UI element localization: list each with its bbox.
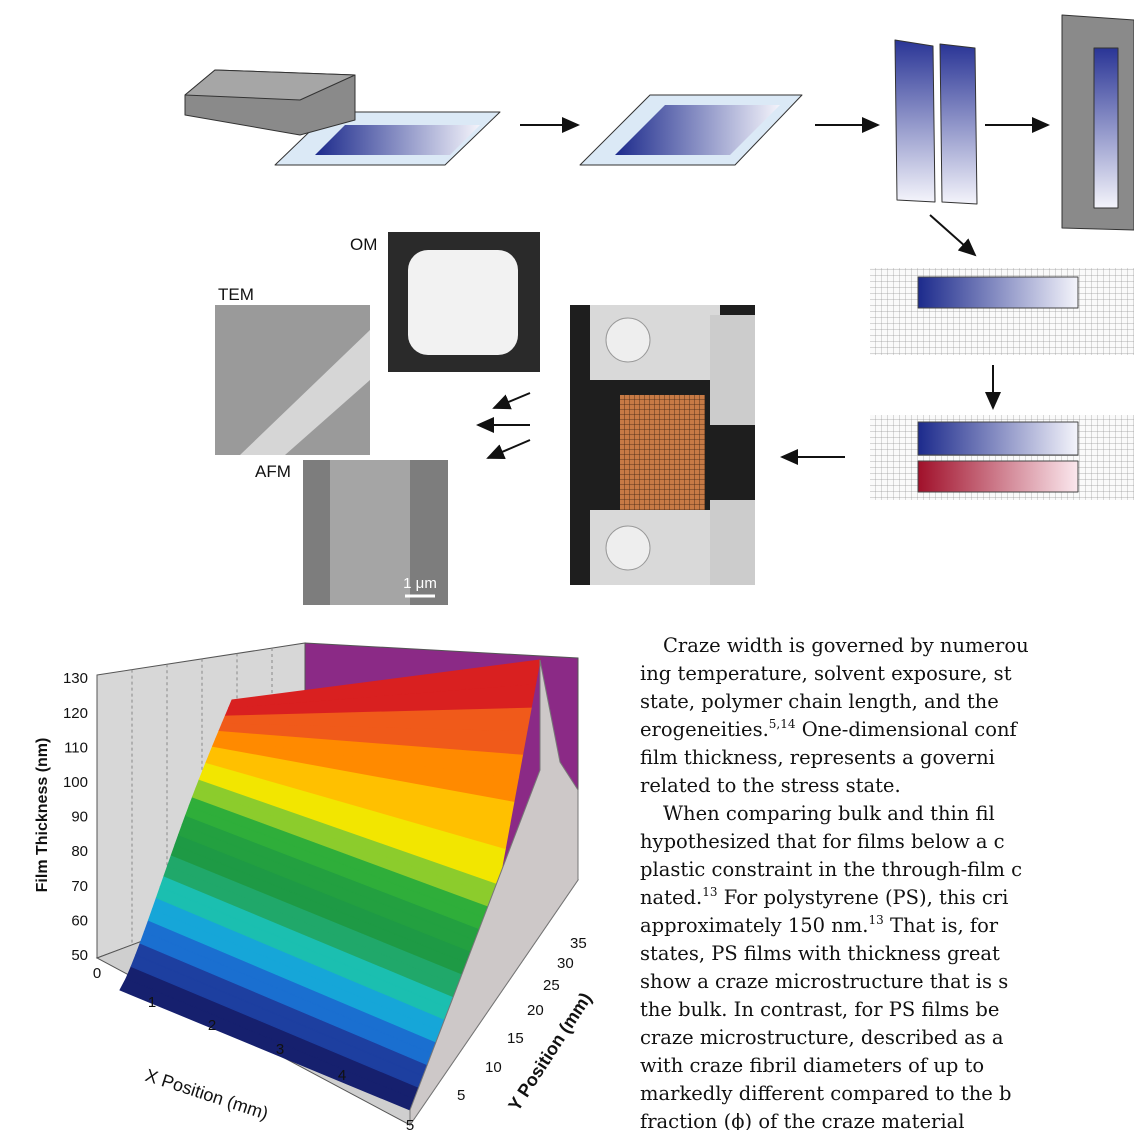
x-tick-label: 1	[148, 994, 156, 1011]
film-strip	[918, 461, 1078, 492]
scale-label: 1 μm	[403, 575, 437, 592]
text: the bulk. In contrast, for PS films be	[640, 998, 999, 1021]
text-line: When comparing bulk and thin fil	[663, 800, 995, 828]
text: That is, for	[884, 914, 998, 937]
x-tick-label: 2	[208, 1017, 216, 1034]
text-line: related to the stress state.	[640, 772, 901, 800]
x-tick-label: 0	[93, 965, 101, 982]
tensile-photo	[570, 305, 755, 585]
y-tick-label: 5	[457, 1087, 465, 1104]
z-tick-label: 130	[63, 670, 88, 687]
text: ing temperature, solvent exposure, st	[640, 662, 1012, 685]
z-tick-label: 80	[71, 843, 88, 860]
x-axis-title: X Position (mm)	[143, 1065, 271, 1124]
film-strip	[918, 422, 1078, 455]
text: erogeneities.	[640, 718, 769, 741]
y-tick-label: 25	[543, 977, 560, 994]
text: show a craze microstructure that is s	[640, 970, 1008, 993]
text: When comparing bulk and thin fil	[663, 802, 995, 825]
label: AFM	[255, 462, 291, 481]
text-line: ing temperature, solvent exposure, st	[640, 660, 1012, 688]
z-tick-label: 100	[63, 774, 88, 791]
x-tick-label: 3	[276, 1041, 284, 1058]
label: OM	[350, 235, 377, 254]
z-tick-label: 60	[71, 912, 88, 929]
y-tick-label: 30	[557, 955, 574, 972]
citation: 13	[869, 913, 884, 927]
text-line: state, polymer chain length, and the	[640, 688, 999, 716]
text: One-dimensional conf	[796, 718, 1017, 741]
text: related to the stress state.	[640, 774, 901, 797]
text-line: plastic constraint in the through-film c	[640, 856, 1022, 884]
text-line: with craze fibril diameters of up to	[640, 1052, 984, 1080]
z-tick-label: 90	[71, 809, 88, 826]
text: nated.	[640, 886, 702, 909]
text: For polystyrene (PS), this cri	[718, 886, 1009, 909]
body-text: Craze width is governed by numerou ing te…	[640, 632, 1134, 1130]
z-tick-label: 50	[71, 947, 88, 964]
text: craze microstructure, described as a	[640, 1026, 1004, 1049]
z-tick-label: 110	[64, 739, 88, 756]
x-tick-label: 4	[338, 1067, 346, 1084]
citation: 13	[702, 885, 717, 899]
text-line: markedly different compared to the b	[640, 1080, 1012, 1108]
text: markedly different compared to the b	[640, 1082, 1012, 1105]
text: states, PS films with thickness great	[640, 942, 1000, 965]
page: TEM OM AFM 1 μm 506070809010011012013001…	[0, 0, 1134, 1130]
text-line: Craze width is governed by numerou	[663, 632, 1029, 660]
y-tick-label: 10	[485, 1059, 502, 1076]
label: TEM	[218, 285, 254, 304]
text: plastic constraint in the through-film c	[640, 858, 1022, 881]
z-axis-title: Film Thickness (nm)	[34, 738, 51, 893]
text-line: approximately 150 nm.13 That is, for	[640, 912, 998, 940]
text: film thickness, represents a governi	[640, 746, 995, 769]
text-line: hypothesized that for films below a c	[640, 828, 1005, 856]
text: fraction (ϕ) of the craze material	[640, 1110, 964, 1130]
text: hypothesized that for films below a c	[640, 830, 1005, 853]
text-line: states, PS films with thickness great	[640, 940, 1000, 968]
text-line: fraction (ϕ) of the craze material	[640, 1108, 964, 1130]
y-tick-label: 35	[570, 935, 587, 952]
text-line: film thickness, represents a governi	[640, 744, 995, 772]
text: approximately 150 nm.	[640, 914, 869, 937]
film-strip	[918, 277, 1078, 308]
text-line: nated.13 For polystyrene (PS), this cri	[640, 884, 1008, 912]
text: with craze fibril diameters of up to	[640, 1054, 984, 1077]
arrow	[488, 440, 530, 458]
arrow	[930, 215, 975, 255]
strip	[1094, 48, 1118, 208]
text: state, polymer chain length, and the	[640, 690, 999, 713]
strip	[895, 40, 935, 202]
text-line: craze microstructure, described as a	[640, 1024, 1004, 1052]
schematic: TEM OM AFM 1 μm	[185, 15, 1134, 605]
afm-band	[330, 460, 410, 605]
text: Craze width is governed by numerou	[663, 634, 1029, 657]
x-tick-label: 5	[406, 1117, 414, 1130]
citation: 5,14	[769, 717, 796, 731]
y-tick-label: 20	[527, 1002, 544, 1019]
text-line: the bulk. In contrast, for PS films be	[640, 996, 999, 1024]
arrow	[494, 393, 530, 408]
strip	[940, 44, 977, 204]
z-tick-label: 70	[71, 878, 88, 895]
om-spot	[408, 250, 518, 355]
text-line: erogeneities.5,14 One-dimensional conf	[640, 716, 1017, 744]
text-line: show a craze microstructure that is s	[640, 968, 1008, 996]
z-tick-label: 120	[63, 705, 88, 722]
y-tick-label: 15	[507, 1030, 524, 1047]
y-axis-title: Y Position (mm)	[504, 989, 595, 1115]
